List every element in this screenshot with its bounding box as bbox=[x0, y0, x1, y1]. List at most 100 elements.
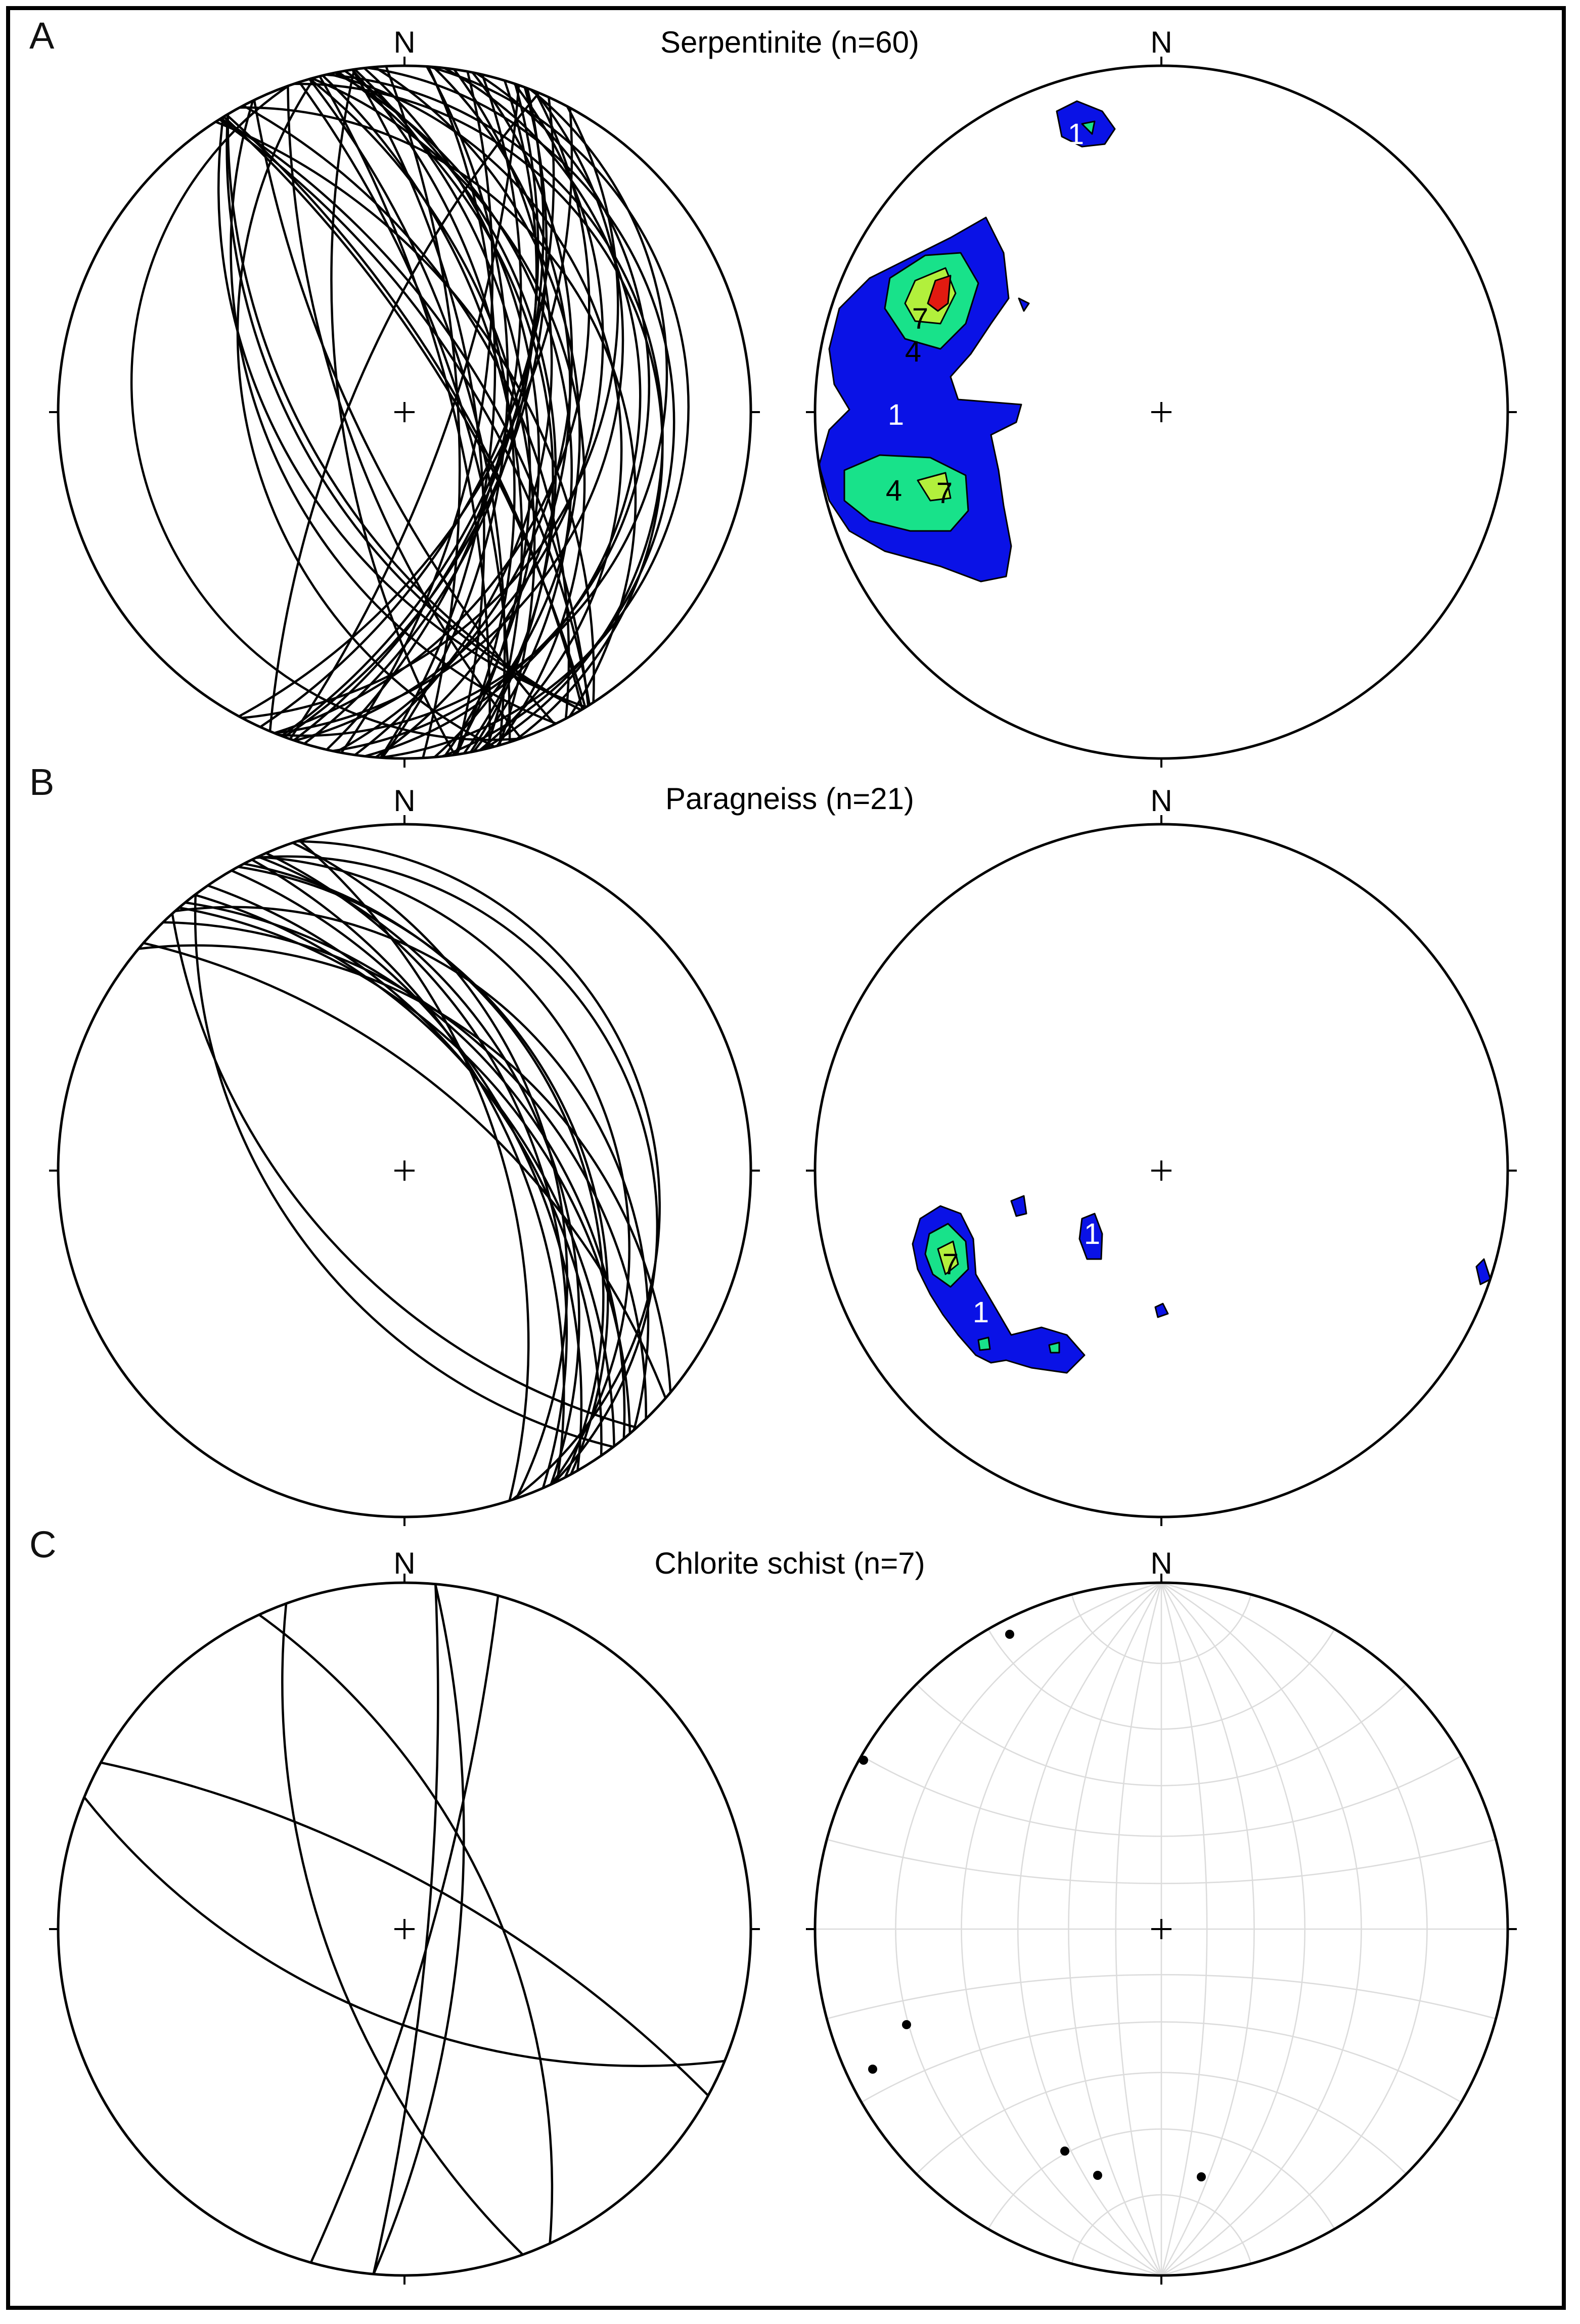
great-circle-trace bbox=[251, 859, 565, 1482]
pole-contours-b bbox=[912, 1195, 1492, 1374]
contour-region bbox=[1018, 297, 1030, 312]
contour-label-a-6: 1 bbox=[888, 398, 904, 431]
net-parallel bbox=[861, 2021, 1462, 2103]
great-circle-trace bbox=[236, 77, 495, 748]
contour-label-a-3: 7 bbox=[912, 302, 928, 335]
pole-point bbox=[1005, 1630, 1014, 1639]
great-circle-trace bbox=[372, 1584, 465, 2275]
net-parallel bbox=[916, 1683, 1407, 1786]
contour-label-a-1: 1 bbox=[1068, 118, 1084, 151]
great-circle-trace bbox=[230, 100, 557, 725]
contour-region bbox=[1154, 1303, 1169, 1318]
great-circle-trace bbox=[138, 944, 672, 1393]
panel-title-b: Paragneiss (n=21) bbox=[665, 782, 914, 816]
great-circle-trace bbox=[283, 86, 548, 738]
contour-region bbox=[1048, 1342, 1060, 1354]
net-parallel bbox=[1071, 2194, 1252, 2264]
great-circle-trace bbox=[257, 856, 580, 1485]
contour-region bbox=[1078, 1213, 1103, 1260]
great-circle-trace bbox=[100, 1761, 709, 2096]
great-circle-trace bbox=[289, 85, 520, 740]
great-circle-trace bbox=[207, 884, 603, 1456]
great-circle-trace bbox=[363, 67, 540, 757]
panel-label-a: A bbox=[29, 15, 55, 57]
great-circle-trace bbox=[308, 78, 506, 745]
net-parallel bbox=[987, 1629, 1335, 1730]
great-circle-trace bbox=[379, 66, 496, 758]
pole-point bbox=[902, 2020, 911, 2029]
great-circle-trace bbox=[257, 856, 630, 1485]
great-circle-trace bbox=[294, 82, 604, 742]
great-circle-trace bbox=[258, 1614, 554, 2244]
contour-net-a: N 1 4 7 4 7 1 bbox=[814, 25, 1509, 760]
great-circle-trace bbox=[281, 1603, 524, 2256]
net-parallel bbox=[826, 1974, 1497, 2020]
contour-label-a-2: 4 bbox=[905, 335, 921, 368]
great-circle-trace bbox=[174, 906, 650, 1431]
great-circles-a bbox=[130, 65, 690, 759]
net-ticks bbox=[49, 57, 1517, 2285]
panel-b: B Paragneiss (n=21) N N 7 1 1 bbox=[29, 761, 1509, 1518]
great-circle-trace bbox=[297, 840, 661, 1501]
contour-label-b-3: 1 bbox=[1084, 1218, 1100, 1250]
pole-point bbox=[868, 2065, 877, 2074]
panel-label-b: B bbox=[29, 761, 54, 803]
great-circle-trace bbox=[334, 71, 573, 752]
great-circle-trace bbox=[163, 921, 647, 1419]
contour-region bbox=[1010, 1195, 1027, 1217]
contour-label-a-4: 4 bbox=[886, 474, 902, 507]
great-circle-trace bbox=[239, 106, 637, 718]
pole-point bbox=[859, 1756, 868, 1765]
north-label-a-right: N bbox=[1150, 25, 1172, 59]
contour-label-b-1: 7 bbox=[942, 1248, 959, 1281]
great-circle-trace bbox=[130, 84, 521, 741]
great-circle-trace bbox=[143, 942, 667, 1399]
great-circle-trace bbox=[374, 66, 581, 758]
contour-label-a-5: 7 bbox=[936, 477, 953, 510]
great-circle-trace bbox=[259, 97, 555, 728]
great-circle-trace bbox=[215, 120, 595, 703]
great-circle-net-b: N bbox=[57, 784, 752, 1518]
contour-label-b-2: 1 bbox=[973, 1296, 989, 1329]
great-circle-trace bbox=[83, 1796, 725, 2067]
north-label-b-right: N bbox=[1150, 784, 1172, 818]
great-circle-trace bbox=[336, 71, 573, 753]
panel-c: C Chlorite schist (n=7) N N bbox=[29, 1524, 1509, 2277]
great-circle-trace bbox=[292, 841, 569, 1499]
contour-region bbox=[917, 472, 952, 502]
great-circle-trace bbox=[265, 852, 568, 1489]
contour-region bbox=[977, 1336, 991, 1351]
pole-point bbox=[1060, 2147, 1069, 2156]
great-circle-trace bbox=[344, 70, 557, 754]
great-circle-trace bbox=[243, 862, 605, 1478]
panel-a: A Serpentinite (n=60) N N 1 4 7 4 7 1 bbox=[29, 15, 1509, 760]
poles-c bbox=[859, 1630, 1206, 2181]
great-circle-trace bbox=[227, 114, 582, 711]
north-label-b-left: N bbox=[393, 784, 415, 818]
great-circle-trace bbox=[326, 74, 522, 751]
great-circle-trace bbox=[367, 66, 675, 758]
pole-net-c: N bbox=[814, 1546, 1509, 2277]
great-circle-trace bbox=[372, 1584, 439, 2274]
pole-point bbox=[1197, 2172, 1206, 2181]
great-circle-trace bbox=[217, 117, 586, 708]
great-circle-trace bbox=[309, 1595, 500, 2263]
great-circle-trace bbox=[278, 88, 668, 737]
great-circle-trace bbox=[220, 117, 590, 706]
north-label-a-left: N bbox=[393, 25, 415, 59]
great-circle-trace bbox=[381, 66, 509, 758]
contour-region bbox=[1081, 120, 1096, 135]
pole-point bbox=[1093, 2171, 1102, 2180]
great-circle-trace bbox=[332, 72, 651, 752]
contour-net-b: N 7 1 1 bbox=[814, 784, 1509, 1518]
great-circle-trace bbox=[326, 73, 664, 751]
great-circles-b bbox=[138, 839, 672, 1501]
net-parallel bbox=[916, 2072, 1407, 2175]
great-circle-trace bbox=[351, 69, 485, 755]
great-circle-trace bbox=[322, 74, 523, 749]
great-circle-trace bbox=[329, 73, 623, 751]
great-circle-trace bbox=[309, 78, 536, 746]
great-circle-trace bbox=[255, 855, 659, 1485]
great-circle-trace bbox=[231, 869, 583, 1471]
